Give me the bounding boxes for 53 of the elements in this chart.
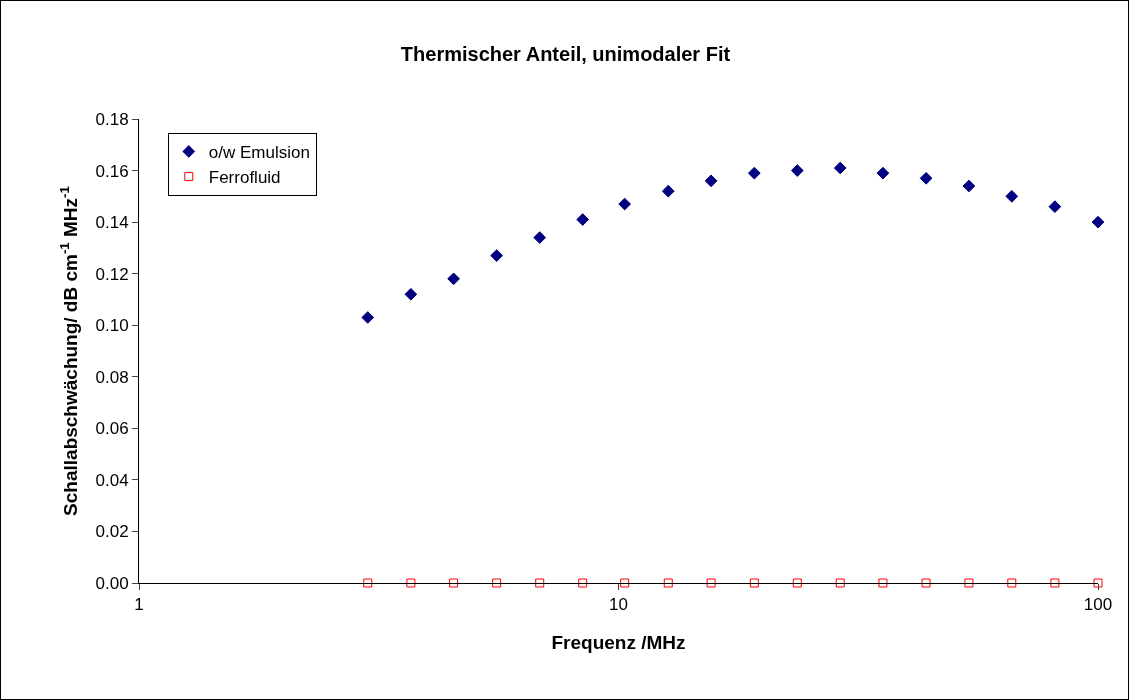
point — [492, 578, 502, 588]
point — [704, 174, 718, 188]
chart-title: Thermischer Anteil, unimodaler Fit — [400, 42, 731, 65]
point — [663, 578, 673, 588]
point — [921, 578, 931, 588]
point — [406, 578, 416, 588]
point — [790, 164, 804, 177]
y-tick-label: 0.00 — [95, 573, 129, 593]
point — [447, 272, 460, 286]
y-tick-label: 0.08 — [95, 367, 129, 387]
y-tick-label: 0.06 — [95, 419, 129, 439]
y-tick-label: 0.16 — [95, 161, 129, 181]
point — [1048, 200, 1062, 213]
point — [490, 249, 503, 262]
x-tick-label: 100 — [1083, 595, 1113, 615]
x-tick-label: 10 — [609, 595, 628, 615]
point — [1007, 578, 1017, 588]
point — [833, 161, 847, 175]
point — [361, 311, 375, 324]
point — [363, 578, 373, 588]
point — [404, 287, 418, 301]
y-tick-label: 0.02 — [95, 522, 129, 542]
point — [618, 197, 632, 211]
point — [620, 578, 630, 588]
point — [1091, 215, 1105, 229]
point — [578, 578, 588, 588]
x-tick-label: 1 — [134, 595, 144, 615]
point — [964, 578, 974, 588]
point — [576, 213, 590, 226]
point — [749, 578, 759, 588]
point — [919, 171, 933, 185]
point — [876, 166, 890, 180]
point — [661, 184, 675, 198]
legend-label: Ferrofluid — [208, 168, 281, 188]
y-tick-label: 0.04 — [95, 470, 129, 490]
point — [533, 231, 547, 244]
y-tick-label: 0.10 — [95, 316, 129, 336]
point — [962, 179, 976, 193]
point — [449, 578, 459, 588]
point — [1005, 189, 1019, 203]
point — [535, 578, 545, 588]
point — [706, 578, 716, 588]
point — [1093, 578, 1103, 588]
point — [878, 578, 888, 588]
y-tick-label: 0.14 — [95, 213, 129, 233]
point — [747, 166, 761, 180]
x-axis-title: Frequenz /MHz — [551, 632, 686, 654]
point — [835, 578, 845, 588]
y-tick-label: 0.18 — [95, 109, 129, 129]
legend-label: o/w Emulsion — [208, 143, 310, 163]
point — [792, 578, 802, 588]
y-tick-label: 0.12 — [95, 264, 129, 284]
point — [1050, 578, 1060, 588]
